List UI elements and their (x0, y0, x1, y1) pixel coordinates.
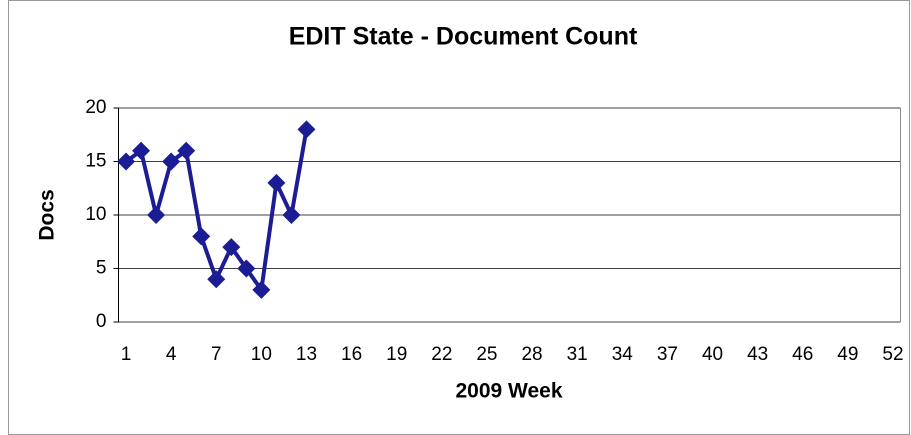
x-tick-label: 19 (386, 344, 407, 365)
y-tick-label: 0 (96, 311, 107, 332)
y-tick-label: 20 (85, 97, 106, 118)
x-tick-label: 46 (792, 344, 813, 365)
marker (222, 238, 241, 257)
marker (297, 120, 316, 139)
x-tick-label: 40 (702, 344, 723, 365)
x-tick-label: 7 (211, 344, 222, 365)
x-tick-label: 37 (657, 344, 678, 365)
x-tick-label: 16 (341, 344, 362, 365)
x-tick-label: 31 (567, 344, 588, 365)
marker (147, 206, 166, 224)
x-tick-label: 22 (431, 344, 452, 365)
x-tick-label: 43 (747, 344, 768, 365)
marker (132, 141, 151, 160)
chart-frame (8, 0, 910, 435)
y-tick-label: 15 (85, 151, 106, 172)
marker (117, 152, 136, 171)
x-tick-label: 28 (521, 344, 542, 365)
marker (207, 270, 226, 289)
y-tick-label: 5 (96, 258, 107, 279)
chart-title: EDIT State - Document Count (289, 23, 638, 51)
y-tick-label: 10 (85, 204, 106, 225)
x-tick-label: 13 (296, 344, 317, 365)
x-tick-label: 49 (837, 344, 858, 365)
x-tick-label: 1 (121, 344, 132, 365)
y-axis-label: Docs (36, 189, 59, 240)
marker (192, 227, 211, 246)
x-axis-label: 2009 Week (455, 380, 562, 403)
x-tick-label: 52 (882, 344, 903, 365)
marker (162, 152, 181, 171)
x-tick-label: 25 (476, 344, 497, 365)
marker (267, 173, 286, 192)
x-tick-label: 10 (251, 344, 272, 365)
x-tick-label: 4 (166, 344, 177, 365)
marker (252, 280, 271, 299)
marker (282, 206, 301, 224)
marker (177, 141, 196, 160)
x-tick-label: 34 (612, 344, 634, 365)
marker (237, 259, 256, 278)
